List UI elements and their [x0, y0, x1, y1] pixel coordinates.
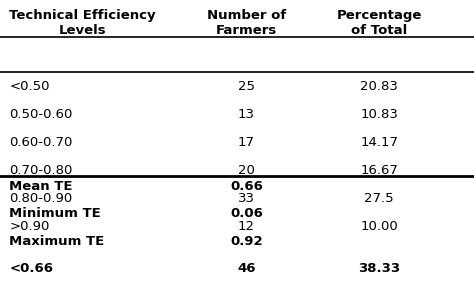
- Text: 0.80-0.90: 0.80-0.90: [9, 192, 73, 205]
- Text: 0.50-0.60: 0.50-0.60: [9, 108, 73, 121]
- Text: Minimum TE: Minimum TE: [9, 207, 101, 220]
- Text: <0.66: <0.66: [9, 262, 54, 275]
- Text: 13: 13: [238, 108, 255, 121]
- Text: Technical Efficiency
Levels: Technical Efficiency Levels: [9, 9, 156, 37]
- Text: 20: 20: [238, 164, 255, 177]
- Text: 20.83: 20.83: [360, 80, 398, 93]
- Text: 16.67: 16.67: [360, 164, 398, 177]
- Text: 25: 25: [238, 80, 255, 93]
- Text: 10.83: 10.83: [360, 108, 398, 121]
- Text: 0.92: 0.92: [230, 235, 263, 247]
- Text: 10.00: 10.00: [360, 220, 398, 233]
- Text: <0.50: <0.50: [9, 80, 50, 93]
- Text: 0.06: 0.06: [230, 207, 263, 220]
- Text: 38.33: 38.33: [358, 262, 400, 275]
- Text: 0.66: 0.66: [230, 180, 263, 193]
- Text: 17: 17: [238, 136, 255, 149]
- Text: Number of
Farmers: Number of Farmers: [207, 9, 286, 37]
- Text: 0.60-0.70: 0.60-0.70: [9, 136, 73, 149]
- Text: 0.70-0.80: 0.70-0.80: [9, 164, 73, 177]
- Text: 46: 46: [237, 262, 256, 275]
- Text: 14.17: 14.17: [360, 136, 398, 149]
- Text: Percentage
of Total: Percentage of Total: [337, 9, 422, 37]
- Text: 12: 12: [238, 220, 255, 233]
- Text: Maximum TE: Maximum TE: [9, 235, 105, 247]
- Text: 33: 33: [238, 192, 255, 205]
- Text: 27.5: 27.5: [365, 192, 394, 205]
- Text: Mean TE: Mean TE: [9, 180, 73, 193]
- Text: >0.90: >0.90: [9, 220, 50, 233]
